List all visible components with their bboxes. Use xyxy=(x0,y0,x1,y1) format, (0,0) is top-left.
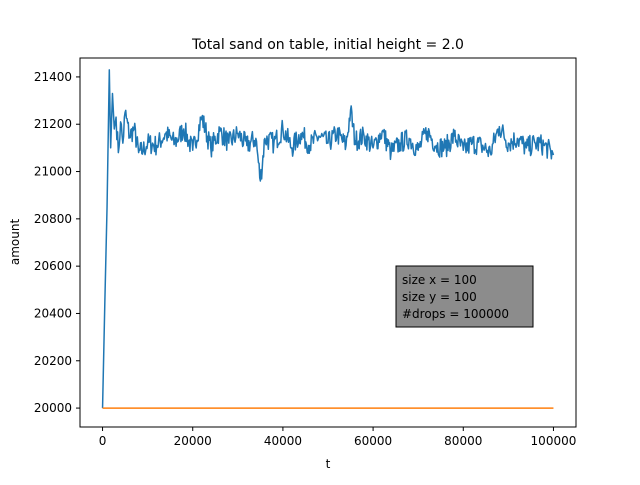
y-tick-label: 20000 xyxy=(34,401,72,415)
axes-frame xyxy=(79,57,577,428)
x-tick-label: 80000 xyxy=(444,434,482,448)
annotation-line-drops: #drops = 100000 xyxy=(402,307,509,321)
x-tick-label: 60000 xyxy=(354,434,392,448)
x-tick-label: 0 xyxy=(99,434,107,448)
y-tick-label: 20200 xyxy=(34,354,72,368)
plot-area xyxy=(101,69,555,409)
x-tick-label: 100000 xyxy=(531,434,577,448)
annotation-line-size-x: size x = 100 xyxy=(402,273,477,287)
y-tick-label: 21400 xyxy=(34,70,72,84)
chart-title: Total sand on table, initial height = 2.… xyxy=(191,37,464,53)
annotation-line-size-y: size y = 100 xyxy=(402,290,477,304)
annotation-background xyxy=(395,265,534,328)
axis-ticks: 0 20000 40000 60000 80000 100000 20000 20200 204… xyxy=(34,70,577,448)
y-tick-label: 21000 xyxy=(34,165,72,179)
y-tick-label: 20400 xyxy=(34,306,72,320)
y-axis-label: amount xyxy=(8,219,22,266)
y-tick-label: 20600 xyxy=(34,259,72,273)
series-line-1 xyxy=(101,69,555,409)
y-tick-label: 21200 xyxy=(34,117,72,131)
y-tick-label: 20800 xyxy=(34,212,72,226)
x-tick-label: 20000 xyxy=(174,434,212,448)
x-tick-label: 40000 xyxy=(264,434,302,448)
x-axis-label: t xyxy=(326,457,331,471)
annotation-box: size x = 100 size y = 100 #drops = 10000… xyxy=(395,265,534,328)
